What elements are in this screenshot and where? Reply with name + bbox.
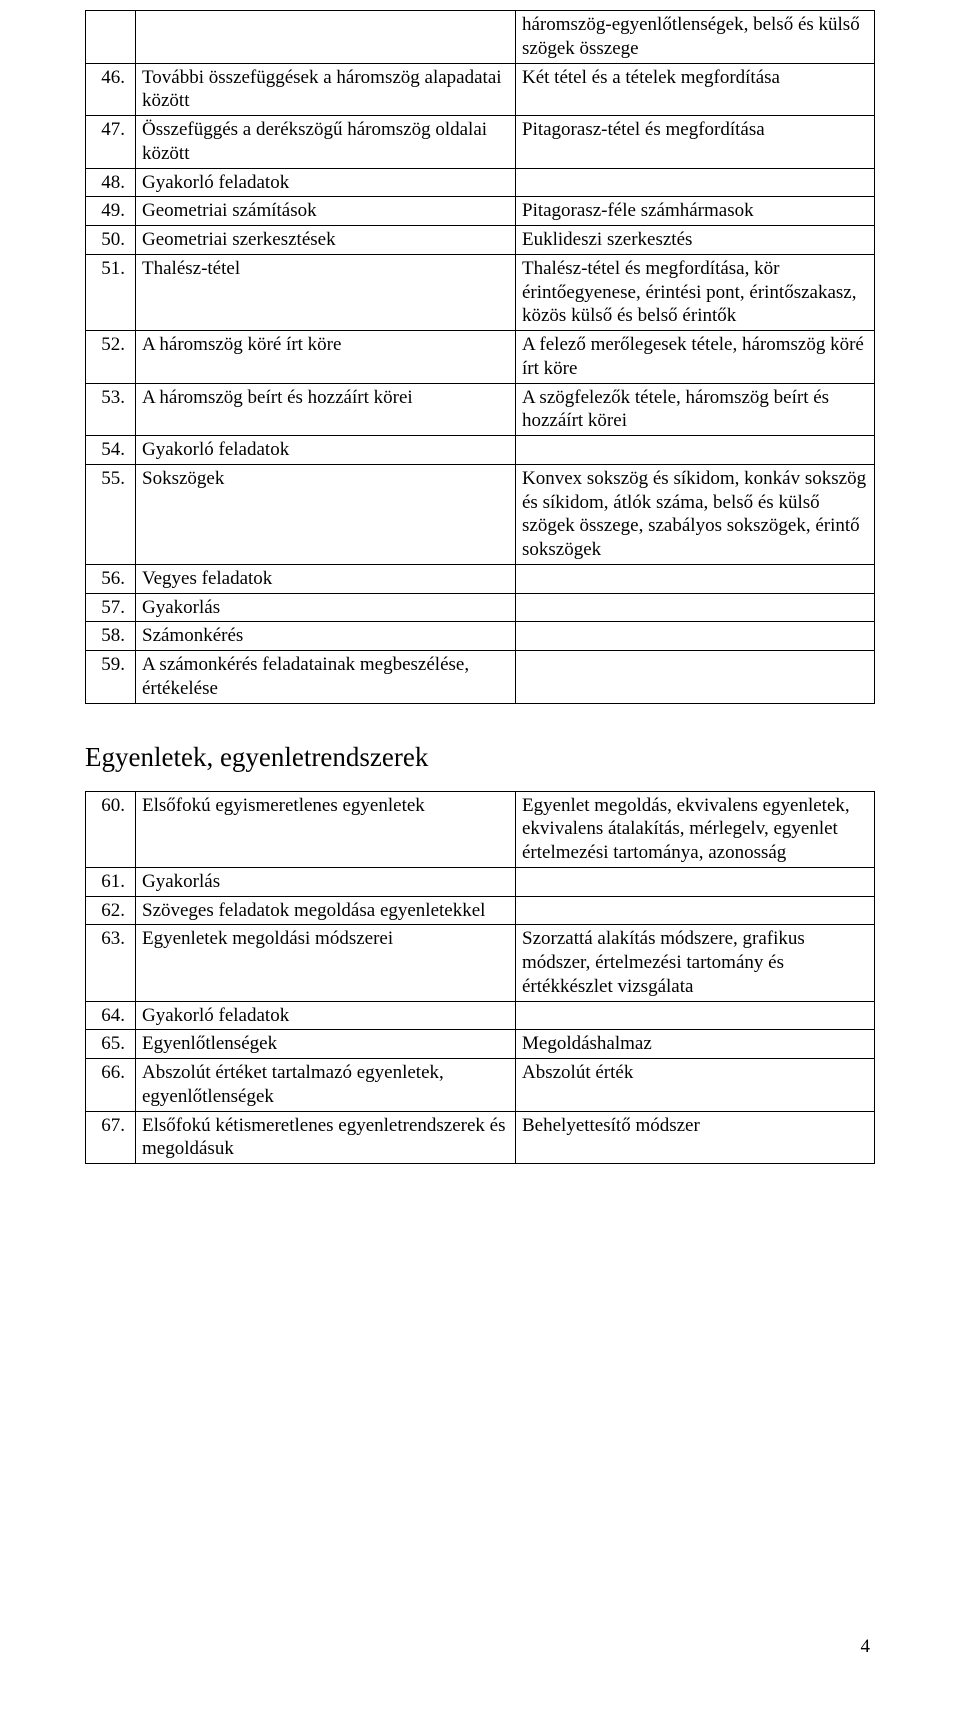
- row-detail: háromszög-egyenlőtlenségek, belső és kül…: [516, 11, 875, 64]
- row-detail: Szorzattá alakítás módszere, grafikus mó…: [516, 925, 875, 1001]
- row-number: 59.: [86, 651, 136, 704]
- table-row: 63. Egyenletek megoldási módszerei Szorz…: [86, 925, 875, 1001]
- row-number: 66.: [86, 1059, 136, 1112]
- row-number: 65.: [86, 1030, 136, 1059]
- row-topic: További összefüggések a háromszög alapad…: [136, 63, 516, 116]
- row-detail: Abszolút érték: [516, 1059, 875, 1112]
- row-number: 64.: [86, 1001, 136, 1030]
- row-topic: [136, 11, 516, 64]
- section-heading: Egyenletek, egyenletrendszerek: [85, 742, 875, 773]
- page-number: 4: [861, 1636, 871, 1658]
- row-number: 52.: [86, 331, 136, 384]
- row-topic: Thalész-tétel: [136, 254, 516, 330]
- table-row: 46. További összefüggések a háromszög al…: [86, 63, 875, 116]
- table-row: 47. Összefüggés a derékszögű háromszög o…: [86, 116, 875, 169]
- page: háromszög-egyenlőtlenségek, belső és kül…: [0, 0, 960, 1718]
- row-detail: [516, 564, 875, 593]
- row-topic: A háromszög köré írt köre: [136, 331, 516, 384]
- row-topic: Elsőfokú kétismeretlenes egyenletrendsze…: [136, 1111, 516, 1164]
- row-detail: Thalész-tétel és megfordítása, kör érint…: [516, 254, 875, 330]
- row-number: 48.: [86, 168, 136, 197]
- row-number: 67.: [86, 1111, 136, 1164]
- table-row: 56. Vegyes feladatok: [86, 564, 875, 593]
- row-detail: [516, 867, 875, 896]
- row-number: 53.: [86, 383, 136, 436]
- row-detail: Pitagorasz-tétel és megfordítása: [516, 116, 875, 169]
- row-detail: A felező merőlegesek tétele, háromszög k…: [516, 331, 875, 384]
- row-topic: A háromszög beírt és hozzáírt körei: [136, 383, 516, 436]
- row-detail: Egyenlet megoldás, ekvivalens egyenletek…: [516, 791, 875, 867]
- row-number: 60.: [86, 791, 136, 867]
- table-row: 65. Egyenlőtlenségek Megoldáshalmaz: [86, 1030, 875, 1059]
- table-row: 58. Számonkérés: [86, 622, 875, 651]
- row-topic: Gyakorlás: [136, 867, 516, 896]
- row-detail: Konvex sokszög és síkidom, konkáv sokszö…: [516, 464, 875, 564]
- row-detail: Megoldáshalmaz: [516, 1030, 875, 1059]
- row-detail: [516, 622, 875, 651]
- row-topic: Gyakorló feladatok: [136, 1001, 516, 1030]
- table-row: 67. Elsőfokú kétismeretlenes egyenletren…: [86, 1111, 875, 1164]
- row-topic: Gyakorlás: [136, 593, 516, 622]
- table-row: 62. Szöveges feladatok megoldása egyenle…: [86, 896, 875, 925]
- table-row: 55. Sokszögek Konvex sokszög és síkidom,…: [86, 464, 875, 564]
- row-detail: Pitagorasz-féle számhármasok: [516, 197, 875, 226]
- row-topic: Számonkérés: [136, 622, 516, 651]
- row-number: 49.: [86, 197, 136, 226]
- row-topic: Egyenlőtlenségek: [136, 1030, 516, 1059]
- row-detail: Behelyettesítő módszer: [516, 1111, 875, 1164]
- table-row: 66. Abszolút értéket tartalmazó egyenlet…: [86, 1059, 875, 1112]
- row-topic: Egyenletek megoldási módszerei: [136, 925, 516, 1001]
- row-detail: A szögfelezők tétele, háromszög beírt és…: [516, 383, 875, 436]
- row-topic: Összefüggés a derékszögű háromszög oldal…: [136, 116, 516, 169]
- row-detail: [516, 168, 875, 197]
- row-detail: [516, 593, 875, 622]
- row-topic: Abszolút értéket tartalmazó egyenletek, …: [136, 1059, 516, 1112]
- row-topic: Vegyes feladatok: [136, 564, 516, 593]
- curriculum-table-2: 60. Elsőfokú egyismeretlenes egyenletek …: [85, 791, 875, 1165]
- row-detail: [516, 896, 875, 925]
- row-detail: Euklideszi szerkesztés: [516, 226, 875, 255]
- row-number: 50.: [86, 226, 136, 255]
- table-row: 60. Elsőfokú egyismeretlenes egyenletek …: [86, 791, 875, 867]
- table1-body: háromszög-egyenlőtlenségek, belső és kül…: [86, 11, 875, 704]
- table-row: 53. A háromszög beírt és hozzáírt körei …: [86, 383, 875, 436]
- table-row: 61. Gyakorlás: [86, 867, 875, 896]
- table-row: 57. Gyakorlás: [86, 593, 875, 622]
- row-number: 51.: [86, 254, 136, 330]
- row-topic: Geometriai számítások: [136, 197, 516, 226]
- row-topic: Sokszögek: [136, 464, 516, 564]
- row-number: 47.: [86, 116, 136, 169]
- row-topic: Szöveges feladatok megoldása egyenletekk…: [136, 896, 516, 925]
- row-detail: [516, 651, 875, 704]
- table-row: háromszög-egyenlőtlenségek, belső és kül…: [86, 11, 875, 64]
- row-topic: Elsőfokú egyismeretlenes egyenletek: [136, 791, 516, 867]
- row-number: 56.: [86, 564, 136, 593]
- table-row: 48. Gyakorló feladatok: [86, 168, 875, 197]
- row-number: 62.: [86, 896, 136, 925]
- row-topic: Gyakorló feladatok: [136, 436, 516, 465]
- table-row: 64. Gyakorló feladatok: [86, 1001, 875, 1030]
- row-topic: A számonkérés feladatainak megbeszélése,…: [136, 651, 516, 704]
- row-number: 55.: [86, 464, 136, 564]
- row-detail: Két tétel és a tételek megfordítása: [516, 63, 875, 116]
- row-number: 58.: [86, 622, 136, 651]
- row-number: [86, 11, 136, 64]
- curriculum-table-1: háromszög-egyenlőtlenségek, belső és kül…: [85, 10, 875, 704]
- table-row: 50. Geometriai szerkesztések Euklideszi …: [86, 226, 875, 255]
- row-topic: Geometriai szerkesztések: [136, 226, 516, 255]
- table-row: 49. Geometriai számítások Pitagorasz-fél…: [86, 197, 875, 226]
- row-number: 57.: [86, 593, 136, 622]
- row-number: 54.: [86, 436, 136, 465]
- table-row: 54. Gyakorló feladatok: [86, 436, 875, 465]
- row-topic: Gyakorló feladatok: [136, 168, 516, 197]
- row-number: 61.: [86, 867, 136, 896]
- table-row: 52. A háromszög köré írt köre A felező m…: [86, 331, 875, 384]
- row-detail: [516, 436, 875, 465]
- row-detail: [516, 1001, 875, 1030]
- table2-body: 60. Elsőfokú egyismeretlenes egyenletek …: [86, 791, 875, 1164]
- row-number: 63.: [86, 925, 136, 1001]
- table-row: 59. A számonkérés feladatainak megbeszél…: [86, 651, 875, 704]
- table-row: 51. Thalész-tétel Thalész-tétel és megfo…: [86, 254, 875, 330]
- row-number: 46.: [86, 63, 136, 116]
